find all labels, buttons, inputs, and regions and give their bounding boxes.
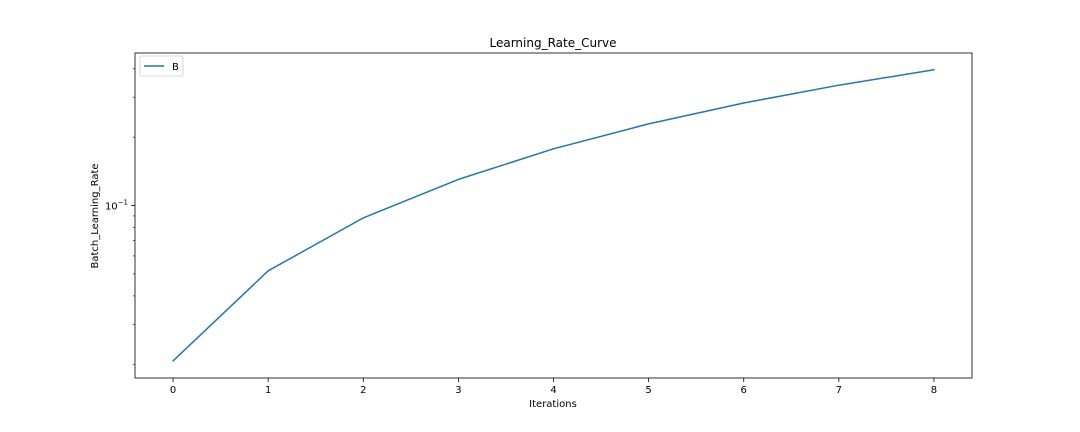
series-layer [172, 69, 935, 362]
series-line-b [172, 69, 935, 362]
y-tick-exponent: −1 [118, 199, 128, 207]
y-tick-base: 10 [105, 202, 118, 213]
x-tick-label: 7 [836, 385, 842, 396]
legend: B [139, 55, 184, 77]
x-tick-label: 6 [741, 385, 747, 396]
x-tick-label: 2 [360, 385, 366, 396]
x-tick-label: 8 [931, 385, 937, 396]
chart-title: Learning_Rate_Curve [489, 36, 616, 50]
y-axis: 10−1 [105, 68, 135, 365]
x-tick-label: 4 [550, 385, 556, 396]
x-axis: 0 1 2 3 4 5 6 7 8 [170, 378, 937, 396]
x-tick-label: 0 [170, 385, 176, 396]
x-tick-label: 5 [645, 385, 651, 396]
legend-label-b: B [172, 62, 179, 73]
x-axis-label: Iterations [529, 399, 577, 410]
y-axis-label: Batch_Learning_Rate [90, 163, 101, 268]
y-tick-label: 10−1 [105, 199, 128, 213]
x-tick-label: 3 [455, 385, 461, 396]
x-tick-label: 1 [265, 385, 271, 396]
